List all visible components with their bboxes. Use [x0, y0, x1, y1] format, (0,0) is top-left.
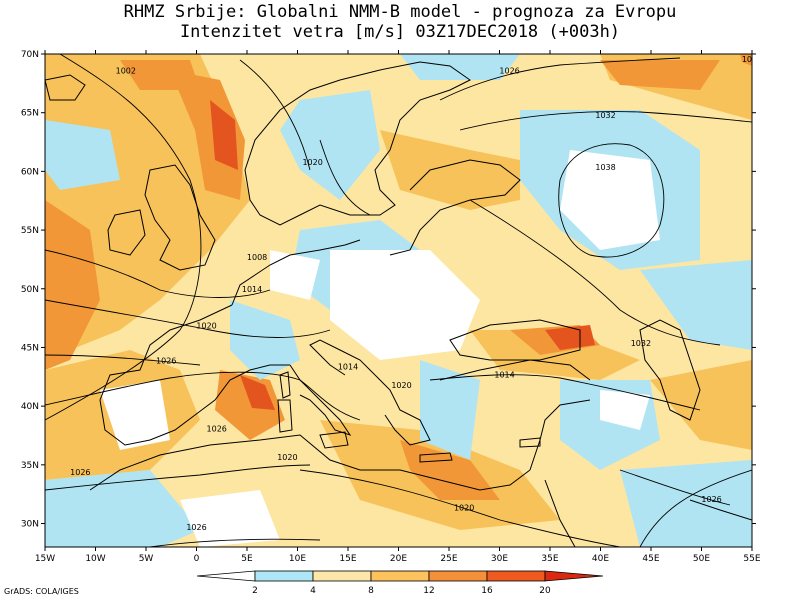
isobar-label: 1032 [595, 111, 615, 120]
isobar-label: 1014 [338, 362, 358, 371]
lon-label: 5W [139, 554, 154, 564]
isobar-label: 1014 [494, 371, 514, 380]
coastlines [45, 61, 752, 547]
legend-arrow-right [544, 570, 604, 582]
isobar-label: 1020 [277, 453, 297, 462]
legend-bin [254, 570, 314, 582]
lon-label: 20E [390, 554, 407, 564]
isobar-label: 1038 [595, 163, 615, 172]
wind-speed-legend: 2 4 8 12 16 20 [196, 570, 604, 596]
lon-label: 15W [35, 554, 55, 564]
isobar-label: 1020 [302, 158, 322, 167]
legend-tick-label: 12 [423, 586, 434, 596]
lon-label: 35E [541, 554, 558, 564]
isobar-label: 1026 [701, 495, 721, 504]
lon-label: 0 [194, 554, 200, 564]
isobar-label: 1002 [116, 67, 136, 76]
latitude-axis: 70N 65N 60N 55N 50N 45N 40N 35N 30N [21, 50, 756, 530]
lat-label: 30N [21, 520, 39, 530]
lat-label: 40N [21, 402, 39, 412]
isobar-label: 1026 [156, 357, 176, 366]
lon-label: 55E [743, 554, 760, 564]
lon-label: 15E [339, 554, 356, 564]
isobar-label: 1020 [196, 321, 216, 330]
lon-label: 10E [289, 554, 306, 564]
legend-tick-label: 16 [481, 586, 493, 596]
isobar-labels: 1002 1026 1032 1020 1038 1008 1014 1020 1026 1014… [70, 55, 752, 532]
credit-text: GrADS: COLA/IGES [4, 587, 79, 596]
lon-label: 10W [85, 554, 105, 564]
map-title: RHMZ Srbije: Globalni NMM-B model - prog… [123, 2, 677, 22]
lon-label: 50E [693, 554, 710, 564]
map-subtitle: Intenzitet vetra [m/s] 03Z17DEC2018 (+00… [179, 22, 621, 42]
lon-label: 30E [491, 554, 508, 564]
isobar-label: 1026 [186, 523, 206, 532]
isobar-label: 1032 [631, 339, 651, 348]
wind-field [45, 54, 752, 547]
isobar-label: 10 [742, 55, 752, 64]
isobars [45, 54, 752, 547]
lon-label: 25E [440, 554, 457, 564]
isobar-label: 1026 [499, 67, 519, 76]
legend-tick-label: 8 [368, 586, 374, 596]
isobar-label: 1020 [454, 503, 474, 512]
legend-tick-label: 4 [310, 586, 316, 596]
isobar-label: 1020 [391, 381, 411, 390]
legend-tick-label: 20 [539, 586, 551, 596]
lat-label: 50N [21, 285, 39, 295]
legend-tick-label: 2 [252, 586, 258, 596]
longitude-axis: 15W 10W 5W 0 5E 10E 15E 20E 25E 30E 35E 40E 45E 50E 55… [35, 50, 761, 564]
legend-arrow-left [196, 570, 256, 582]
isobar-label: 1014 [242, 285, 262, 294]
legend-bin [370, 570, 430, 582]
legend-bin [486, 570, 546, 582]
lat-label: 60N [21, 167, 39, 177]
isobar-label: 1026 [70, 468, 90, 477]
lat-label: 55N [21, 226, 39, 236]
lon-label: 45E [642, 554, 659, 564]
legend-bin [428, 570, 488, 582]
lat-label: 70N [21, 50, 39, 60]
isobar-label: 1026 [207, 425, 227, 434]
lat-label: 35N [21, 461, 39, 471]
legend-bin [312, 570, 372, 582]
isobar-label: 1008 [247, 253, 267, 262]
lon-label: 40E [592, 554, 609, 564]
lon-label: 5E [241, 554, 253, 564]
lat-label: 45N [21, 343, 39, 353]
lat-label: 65N [21, 109, 39, 119]
